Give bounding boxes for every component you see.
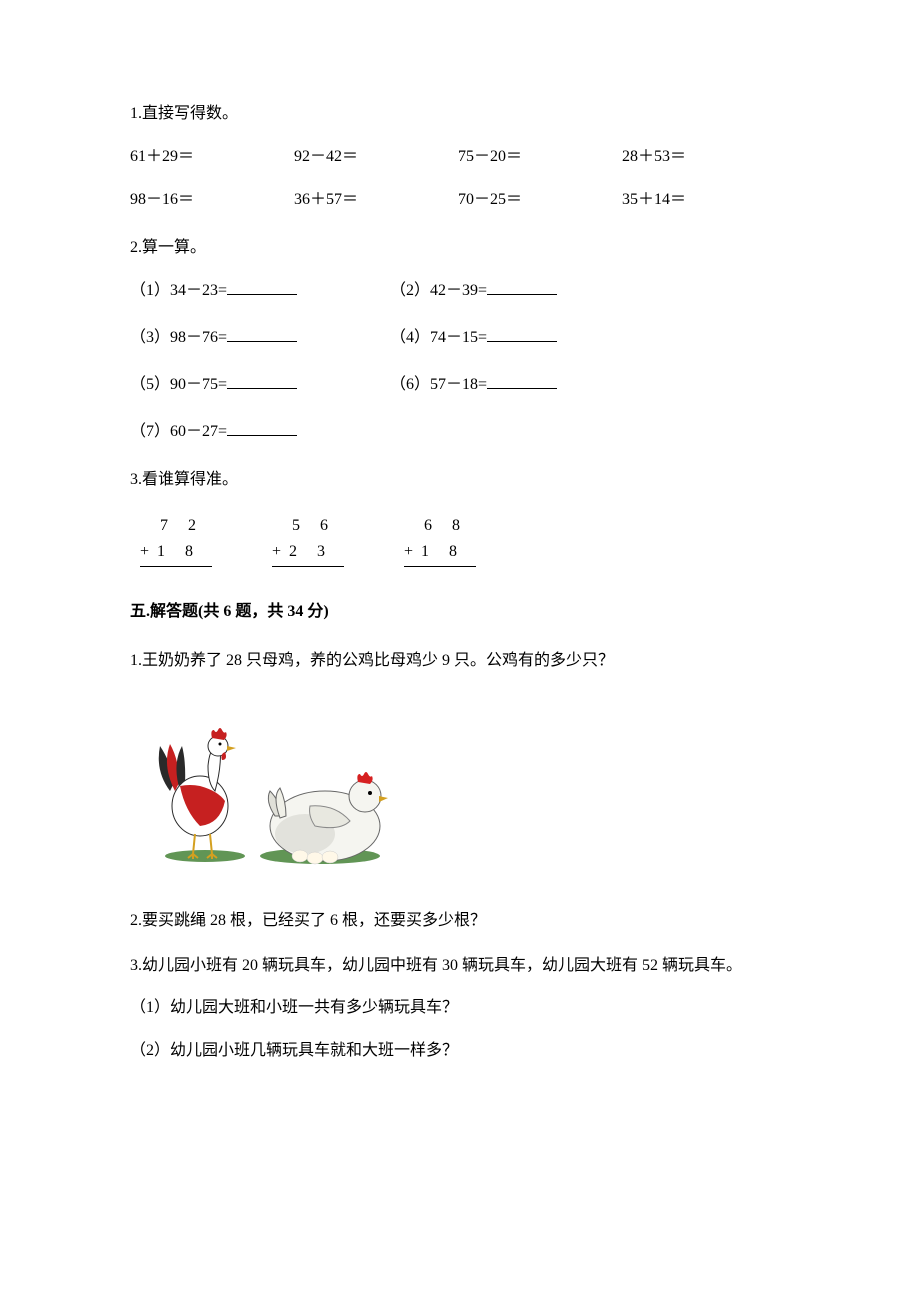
q1-cell: 98－16＝	[130, 186, 294, 215]
q1-cell: 36＋57＝	[294, 186, 458, 215]
q2-item: （4）74－15=	[390, 324, 557, 353]
problem-1: 1.王奶奶养了 28 只母鸡，养的公鸡比母鸡少 9 只。公鸡有的多少只？	[130, 647, 790, 877]
q2-row: （7）60－27=	[130, 418, 790, 447]
chicken-illustration	[130, 696, 790, 877]
question-3: 3.看谁算得准。 7 2 +1 8 5 6 +2 3 6 8 +1 8	[130, 466, 790, 576]
calc-bottom: +1 8	[140, 539, 212, 565]
q2-item: （1）34－23=	[130, 277, 390, 306]
vertical-calc: 7 2 +1 8	[140, 513, 212, 576]
q2-label: （5）90－75=	[130, 376, 227, 393]
q1-row-1: 61＋29＝ 92－42＝ 75－20＝ 28＋53＝	[130, 143, 790, 172]
q2-label: （3）98－76=	[130, 329, 227, 346]
answer-blank[interactable]	[487, 341, 557, 342]
calc-line	[272, 566, 344, 576]
hen-icon	[268, 772, 388, 864]
q1-cell: 70－25＝	[458, 186, 622, 215]
rooster-icon	[159, 728, 236, 859]
problem-1-text: 1.王奶奶养了 28 只母鸡，养的公鸡比母鸡少 9 只。公鸡有的多少只？	[130, 647, 790, 676]
answer-blank[interactable]	[227, 388, 297, 389]
answer-blank[interactable]	[487, 388, 557, 389]
q2-item: （2）42－39=	[390, 277, 557, 306]
q1-row-2: 98－16＝ 36＋57＝ 70－25＝ 35＋14＝	[130, 186, 790, 215]
q1-cell: 35＋14＝	[622, 186, 786, 215]
vertical-calc: 6 8 +1 8	[404, 513, 476, 576]
calc-top: 5 6	[272, 513, 344, 539]
q2-row: （3）98－76= （4）74－15=	[130, 324, 790, 353]
calc-line	[140, 566, 212, 576]
section-5-header: 五.解答题(共 6 题，共 34 分)	[130, 598, 790, 627]
q2-label: （4）74－15=	[390, 329, 487, 346]
q2-item: （3）98－76=	[130, 324, 390, 353]
problem-3-text: 3.幼儿园小班有 20 辆玩具车，幼儿园中班有 30 辆玩具车，幼儿园大班有 5…	[130, 952, 790, 981]
problem-3: 3.幼儿园小班有 20 辆玩具车，幼儿园中班有 30 辆玩具车，幼儿园大班有 5…	[130, 952, 790, 1066]
q2-item: （6）57－18=	[390, 371, 557, 400]
q1-cell: 28＋53＝	[622, 143, 786, 172]
q1-title: 1.直接写得数。	[130, 100, 790, 129]
answer-blank[interactable]	[227, 294, 297, 295]
q2-label: （2）42－39=	[390, 282, 487, 299]
q2-label: （7）60－27=	[130, 423, 227, 440]
q2-row: （5）90－75= （6）57－18=	[130, 371, 790, 400]
chicken-svg-icon	[130, 696, 410, 866]
problem-2: 2.要买跳绳 28 根，已经买了 6 根，还要买多少根？	[130, 907, 790, 936]
calc-top: 7 2	[140, 513, 212, 539]
q2-row: （1）34－23= （2）42－39=	[130, 277, 790, 306]
q1-cell: 92－42＝	[294, 143, 458, 172]
problem-3-sub1: （1）幼儿园大班和小班一共有多少辆玩具车？	[130, 994, 790, 1023]
q2-label: （1）34－23=	[130, 282, 227, 299]
answer-blank[interactable]	[227, 435, 297, 436]
q1-cell: 75－20＝	[458, 143, 622, 172]
answer-blank[interactable]	[227, 341, 297, 342]
answer-blank[interactable]	[487, 294, 557, 295]
calc-bottom: +1 8	[404, 539, 476, 565]
calc-bottom: +2 3	[272, 539, 344, 565]
q3-title: 3.看谁算得准。	[130, 466, 790, 495]
q2-label: （6）57－18=	[390, 376, 487, 393]
problem-3-sub2: （2）幼儿园小班几辆玩具车就和大班一样多？	[130, 1037, 790, 1066]
q2-item: （7）60－27=	[130, 418, 390, 447]
calc-line	[404, 566, 476, 576]
q2-item: （5）90－75=	[130, 371, 390, 400]
question-1: 1.直接写得数。 61＋29＝ 92－42＝ 75－20＝ 28＋53＝ 98－…	[130, 100, 790, 214]
calc-top: 6 8	[404, 513, 476, 539]
vertical-calc: 5 6 +2 3	[272, 513, 344, 576]
question-2: 2.算一算。 （1）34－23= （2）42－39= （3）98－76= （4）…	[130, 234, 790, 446]
vertical-calc-row: 7 2 +1 8 5 6 +2 3 6 8 +1 8	[140, 513, 790, 576]
q1-cell: 61＋29＝	[130, 143, 294, 172]
q2-title: 2.算一算。	[130, 234, 790, 263]
